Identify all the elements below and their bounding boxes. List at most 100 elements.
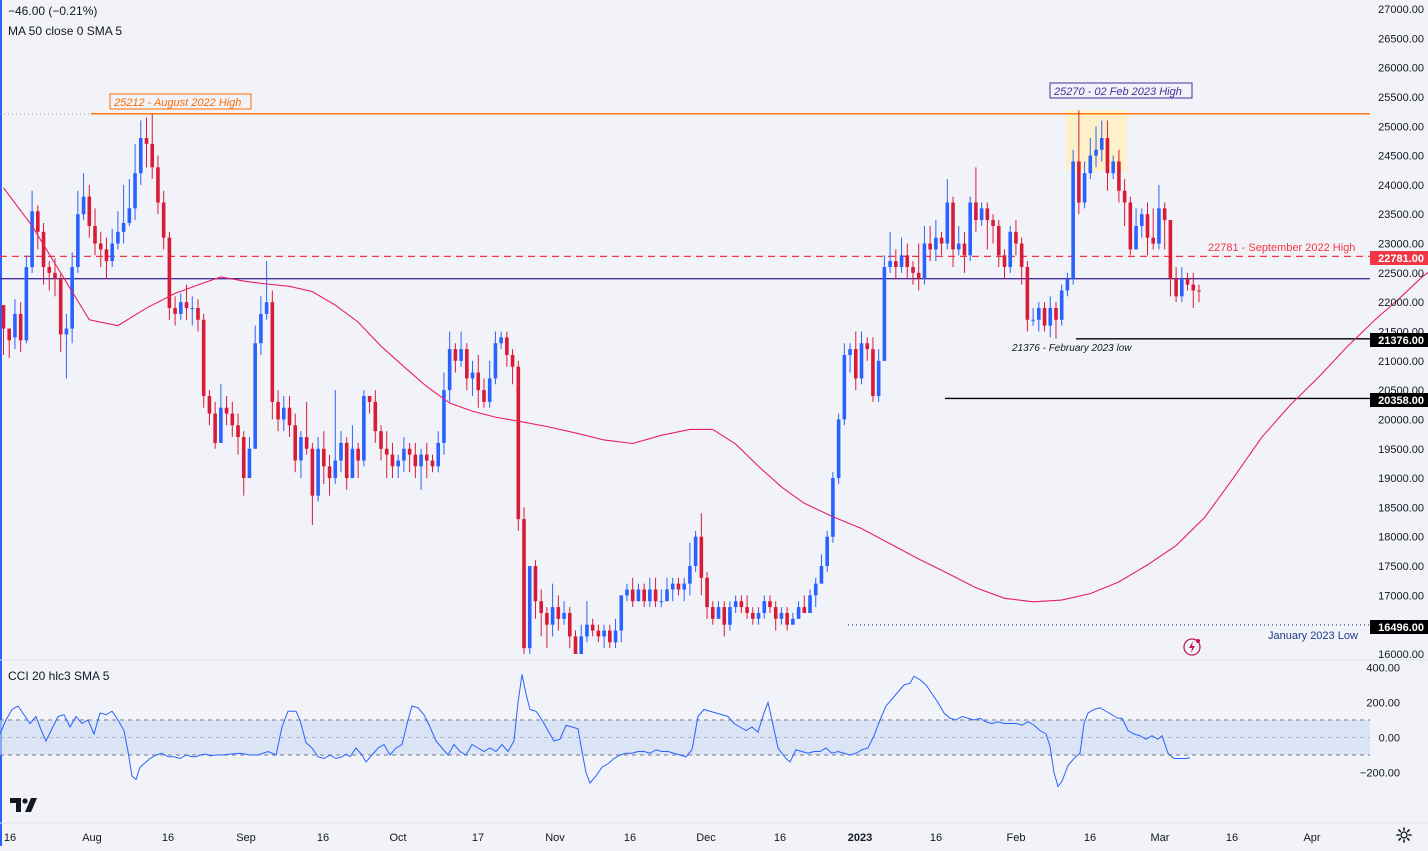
candle <box>517 361 521 531</box>
candle-body <box>328 466 332 478</box>
candle-body <box>253 343 257 449</box>
candle-body <box>156 167 160 202</box>
candle <box>25 255 29 343</box>
candle <box>253 326 257 449</box>
candle-body <box>963 244 967 256</box>
candle-body <box>997 226 1001 255</box>
candle-body <box>65 329 69 335</box>
candle-body <box>511 355 515 367</box>
candle-body <box>99 244 103 250</box>
candle-body <box>1089 156 1093 174</box>
price-tick-label: 16000.00 <box>1378 649 1424 661</box>
price-tick-label: 23000.00 <box>1378 239 1424 251</box>
ma-indicator-label[interactable]: MA 50 close 0 SMA 5 <box>8 24 122 38</box>
candle-body <box>213 414 217 443</box>
candle-body <box>105 249 109 261</box>
candle-body <box>562 613 566 619</box>
time-tick-label: Apr <box>1303 832 1320 844</box>
candle-body <box>173 308 177 314</box>
candle-body <box>128 208 132 223</box>
candle-body <box>231 414 235 426</box>
candle-body <box>951 203 955 250</box>
candle-body <box>900 255 904 267</box>
badge-20358: 20358.00 <box>1370 393 1428 407</box>
candle-body <box>488 378 492 401</box>
candle-body <box>1174 279 1178 297</box>
candle-body <box>740 601 744 607</box>
time-tick-label: 16 <box>1226 832 1238 844</box>
candle-body <box>768 601 772 607</box>
time-tick-label: 17 <box>472 832 484 844</box>
candle-body <box>1134 226 1138 249</box>
price-tick-label: 23500.00 <box>1378 209 1424 221</box>
candle-body <box>208 396 212 414</box>
candle-body <box>47 267 51 273</box>
gear-icon[interactable] <box>1396 827 1412 843</box>
candle-body <box>1026 267 1030 320</box>
candle-body <box>362 396 366 461</box>
candle-body <box>905 255 909 267</box>
candle-body <box>579 636 583 654</box>
candle-body <box>7 329 11 341</box>
aug-high-label: 25212 - August 2022 High <box>113 97 241 109</box>
candle-body <box>351 449 355 478</box>
candle-body <box>831 478 835 537</box>
price-tick-label: 21000.00 <box>1378 356 1424 368</box>
candle-body <box>190 308 194 309</box>
candle-body <box>660 601 664 602</box>
candle-body <box>339 443 343 461</box>
cci-tick-label: −200.00 <box>1360 768 1400 780</box>
candle-body <box>1014 232 1018 244</box>
candle-body <box>574 636 578 654</box>
candle-body <box>665 590 669 602</box>
candle-body <box>894 261 898 267</box>
candle-body <box>803 607 807 613</box>
time-tick-label: Feb <box>1007 832 1026 844</box>
candle-body <box>860 343 864 378</box>
candle-body <box>333 461 337 479</box>
candle-body <box>825 537 829 566</box>
candle <box>1071 150 1075 285</box>
candle-body <box>940 238 944 244</box>
candle-body <box>225 408 229 414</box>
candle-body <box>694 537 698 566</box>
candle-body <box>242 437 246 478</box>
candle-body <box>1060 290 1064 319</box>
candle-body <box>76 214 80 267</box>
candle-body <box>1180 279 1184 297</box>
candle <box>522 507 526 654</box>
annotation-aug-high: 25212 - August 2022 High <box>110 94 251 109</box>
time-tick-label: Dec <box>696 832 716 844</box>
candle-body <box>1083 173 1087 202</box>
candle-body <box>705 578 709 607</box>
candle-body <box>762 601 766 613</box>
candle-body <box>539 601 543 613</box>
candle-body <box>591 625 595 631</box>
candle-body <box>1140 214 1144 226</box>
price-tick-label: 20000.00 <box>1378 414 1424 426</box>
time-tick-label: 16 <box>624 832 636 844</box>
candle <box>1008 226 1012 273</box>
candle-body <box>631 590 635 602</box>
candle-body <box>1008 232 1012 267</box>
cci-tick-label: 200.00 <box>1366 698 1400 710</box>
candle-body <box>814 584 818 596</box>
candle <box>1129 197 1133 256</box>
candle-body <box>70 267 74 329</box>
candle-body <box>385 449 389 455</box>
candle-body <box>791 619 795 625</box>
candle-body <box>528 566 532 648</box>
candle-body <box>133 173 137 208</box>
candle-body <box>1071 161 1075 278</box>
candle-body <box>419 455 423 467</box>
badge-jan-low: 16496.00 <box>1370 620 1428 634</box>
tradingview-logo-icon[interactable] <box>10 796 40 812</box>
candle-body <box>974 203 978 221</box>
cci-indicator-label[interactable]: CCI 20 hlc3 SMA 5 <box>8 669 109 683</box>
svg-text:20358.00: 20358.00 <box>1378 395 1424 407</box>
candle-body <box>545 613 549 625</box>
candle-body <box>785 613 789 625</box>
candle-body <box>837 419 841 478</box>
candle-body <box>374 402 378 431</box>
